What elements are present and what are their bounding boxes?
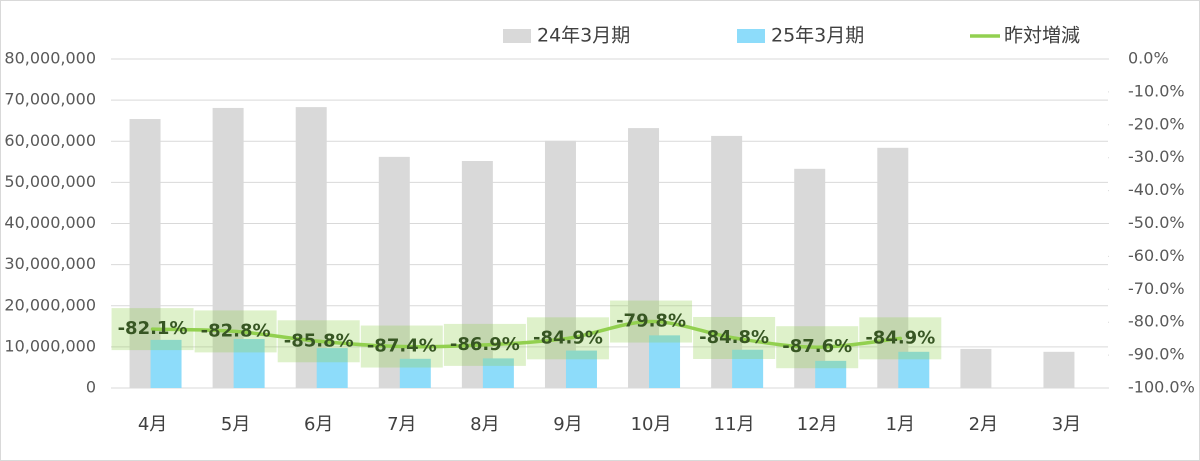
y2-tick-label: -50.0% <box>1128 213 1185 232</box>
y-tick-label: 0 <box>86 378 96 397</box>
x-tick-label: 3月 <box>1052 414 1081 435</box>
data-label-box <box>610 300 693 343</box>
y2-tick-label: -30.0% <box>1128 147 1185 166</box>
data-label: -79.8% <box>616 311 686 332</box>
bar <box>399 358 431 388</box>
data-label: -84.9% <box>533 327 603 348</box>
data-label-box <box>277 320 360 363</box>
y-tick-label: 60,000,000 <box>4 131 96 150</box>
bar <box>233 339 265 388</box>
bar <box>794 168 826 388</box>
x-tick-label: 12月 <box>797 414 838 435</box>
data-label: -84.8% <box>699 327 769 348</box>
data-label: -84.9% <box>865 327 935 348</box>
bar <box>711 135 743 388</box>
x-tick-label: 6月 <box>304 414 333 435</box>
data-label-box <box>693 316 776 359</box>
data-label: -87.4% <box>367 336 437 357</box>
bar <box>316 348 348 388</box>
data-label-box <box>443 323 526 366</box>
bar <box>378 156 410 388</box>
data-label-box <box>776 326 859 369</box>
y2-tick-label: 0.0% <box>1128 49 1169 68</box>
x-tick-label: 8月 <box>470 414 499 435</box>
y2-tick-label: -100.0% <box>1128 378 1195 397</box>
bar <box>877 147 909 388</box>
legend-swatch <box>503 29 531 43</box>
bar <box>732 349 764 388</box>
x-tick-label: 1月 <box>886 414 915 435</box>
bar <box>482 358 514 388</box>
data-label-box <box>859 317 942 360</box>
bar <box>565 350 597 388</box>
bar <box>898 351 930 388</box>
y2-tick-label: -60.0% <box>1128 246 1185 265</box>
legend-label: 昨対増減 <box>1004 25 1080 47</box>
data-label: -87.6% <box>782 336 852 357</box>
line <box>150 319 903 349</box>
x-tick-label: 7月 <box>387 414 416 435</box>
data-label-box <box>526 317 609 360</box>
bar <box>1043 351 1075 388</box>
y2-tick-label: -40.0% <box>1128 180 1185 199</box>
y-tick-label: 50,000,000 <box>4 172 96 191</box>
y-tick-label: 80,000,000 <box>4 49 96 68</box>
data-label: -82.8% <box>201 320 271 341</box>
y2-tick-label: -80.0% <box>1128 312 1185 331</box>
y-tick-label: 30,000,000 <box>4 254 96 273</box>
bar <box>544 140 576 388</box>
data-label: -82.1% <box>118 318 188 339</box>
bar <box>815 360 847 388</box>
legend-label: 25年3月期 <box>771 25 864 47</box>
bar <box>960 348 992 388</box>
bar <box>461 160 493 388</box>
data-label-box <box>111 308 194 351</box>
x-tick-label: 4月 <box>138 414 167 435</box>
data-label-box <box>360 325 443 368</box>
bar <box>649 335 681 388</box>
bar <box>150 339 182 388</box>
data-label-box <box>194 310 277 353</box>
data-label: -85.8% <box>284 330 354 351</box>
y-tick-label: 40,000,000 <box>4 213 96 232</box>
y-tick-label: 10,000,000 <box>4 336 96 355</box>
y2-tick-label: -70.0% <box>1128 279 1185 298</box>
x-tick-label: 2月 <box>969 414 998 435</box>
y2-tick-label: -10.0% <box>1128 81 1185 100</box>
x-tick-label: 10月 <box>631 414 672 435</box>
x-tick-label: 5月 <box>221 414 250 435</box>
y2-tick-label: -90.0% <box>1128 345 1185 364</box>
data-label: -86.9% <box>450 334 520 355</box>
x-tick-label: 9月 <box>553 414 582 435</box>
legend-label: 24年3月期 <box>537 25 630 47</box>
y2-tick-label: -20.0% <box>1128 114 1185 133</box>
y-tick-label: 70,000,000 <box>4 90 96 109</box>
x-tick-label: 11月 <box>714 414 755 435</box>
legend-swatch <box>737 29 765 43</box>
y-tick-label: 20,000,000 <box>4 295 96 314</box>
